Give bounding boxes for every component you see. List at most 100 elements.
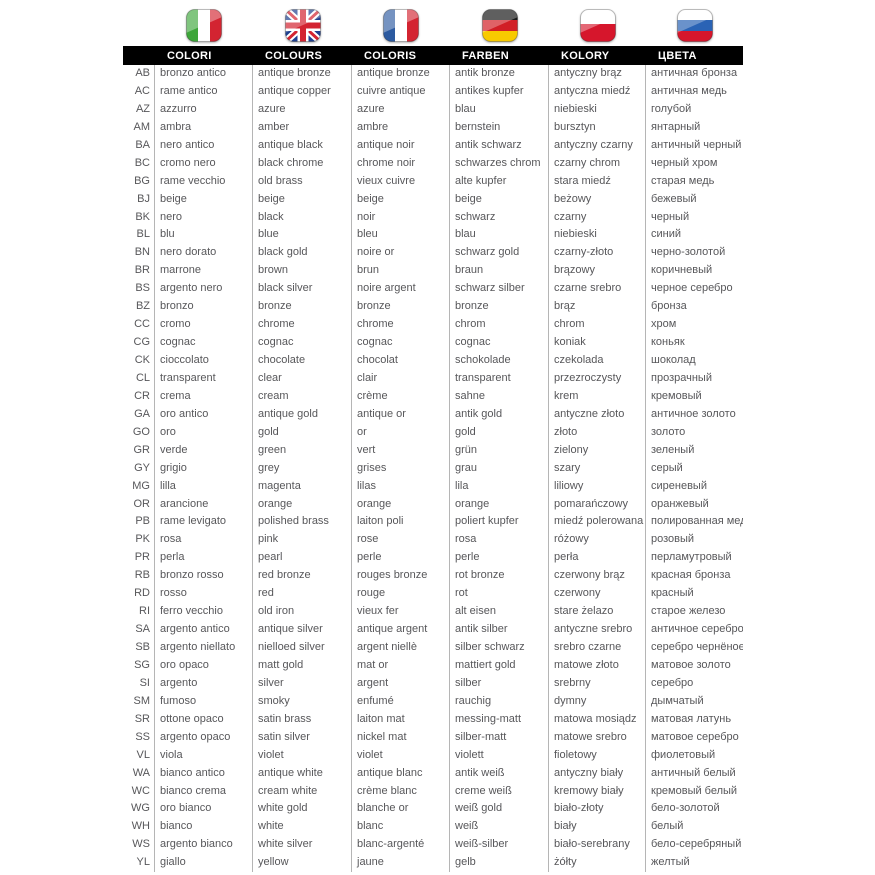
color-name-polish: niebieski bbox=[549, 100, 646, 119]
color-name-russian: античное серебро bbox=[651, 623, 743, 636]
table-row: GO oro gold or gold złoto золото bbox=[123, 423, 743, 442]
color-name-polish: dymny bbox=[549, 692, 646, 711]
color-name-english: brown bbox=[253, 262, 352, 281]
color-name-polish: antyczny brąz bbox=[549, 65, 646, 83]
color-name-polish: chrom bbox=[549, 316, 646, 335]
color-name-italian: argento niellato bbox=[155, 639, 253, 657]
table-row: CG cognac cognac cognac cognac koniak ко… bbox=[123, 334, 743, 352]
color-name-german: antik weiß bbox=[450, 764, 549, 783]
color-name-italian: oro antico bbox=[155, 405, 253, 424]
color-name-english: chrome bbox=[253, 316, 352, 335]
color-name-italian: oro opaco bbox=[155, 656, 253, 675]
color-code: BC bbox=[123, 154, 155, 173]
table-row: YL giallo yellow jaune gelb żółty желтый bbox=[123, 854, 743, 873]
color-name-italian: azzurro bbox=[155, 100, 253, 119]
color-name-french: jaune bbox=[352, 854, 450, 873]
color-table: COLORI COLOURS COLORIS FARBEN KOLORY ЦВЕ… bbox=[123, 7, 743, 873]
color-name-french: laiton mat bbox=[352, 710, 450, 729]
color-name-italian: rosso bbox=[155, 585, 253, 604]
color-name-french: ambre bbox=[352, 118, 450, 137]
color-name-italian: nero antico bbox=[155, 136, 253, 155]
color-code: VL bbox=[123, 746, 155, 765]
color-name-french: rose bbox=[352, 531, 450, 550]
color-name-italian: bronzo rosso bbox=[155, 567, 253, 586]
color-name-russian: золото bbox=[651, 425, 686, 438]
color-name-italian: cromo nero bbox=[155, 154, 253, 173]
color-name-german: weiß-silber bbox=[450, 836, 549, 855]
color-name-english: cream white bbox=[253, 782, 352, 801]
color-name-english: gold bbox=[253, 423, 352, 442]
table-row: BG rame vecchio old brass vieux cuivre a… bbox=[123, 172, 743, 191]
color-name-italian: argento nero bbox=[155, 280, 253, 299]
color-name-german: schwarz gold bbox=[450, 244, 549, 263]
color-name-polish: krem bbox=[549, 387, 646, 406]
color-name-english: cognac bbox=[253, 334, 352, 352]
uk-flag-icon bbox=[253, 9, 352, 42]
table-row: BL blu blue bleu blau niebieski синий bbox=[123, 226, 743, 245]
color-name-polish: czerwony bbox=[549, 585, 646, 604]
color-name-polish: antyczne złoto bbox=[549, 405, 646, 424]
color-name-italian: fumoso bbox=[155, 692, 253, 711]
color-code: SM bbox=[123, 692, 155, 711]
color-name-russian: черное серебро bbox=[651, 282, 733, 295]
color-name-russian: старая медь bbox=[651, 174, 715, 187]
color-name-polish: matowe srebro bbox=[549, 728, 646, 747]
color-name-german: cognac bbox=[450, 334, 549, 352]
color-code: SG bbox=[123, 656, 155, 675]
header-coloris: COLORIS bbox=[364, 49, 417, 62]
table-row: AB bronzo antico antique bronze antique … bbox=[123, 65, 743, 83]
color-name-russian: сиреневый bbox=[651, 479, 707, 492]
color-name-italian: grigio bbox=[155, 459, 253, 478]
color-name-russian: красная бронза bbox=[651, 569, 731, 582]
color-name-english: pink bbox=[253, 531, 352, 550]
color-name-german: antikes kupfer bbox=[450, 82, 549, 101]
color-name-german: antik silber bbox=[450, 621, 549, 639]
color-name-polish: srebrny bbox=[549, 674, 646, 693]
color-code: PK bbox=[123, 531, 155, 550]
color-name-russian: прозрачный bbox=[651, 371, 712, 384]
header-colori: COLORI bbox=[167, 49, 212, 62]
color-name-french: vert bbox=[352, 441, 450, 460]
color-name-italian: verde bbox=[155, 441, 253, 460]
color-name-german: transparent bbox=[450, 369, 549, 388]
color-name-russian: желтый bbox=[651, 856, 690, 869]
table-row: AM ambra amber ambre bernstein bursztyn … bbox=[123, 118, 743, 137]
color-name-italian: rosa bbox=[155, 531, 253, 550]
color-name-russian: янтарный bbox=[651, 120, 701, 133]
color-code: SS bbox=[123, 728, 155, 747]
color-name-russian: коричневый bbox=[651, 264, 713, 277]
color-name-polish: koniak bbox=[549, 334, 646, 352]
color-name-russian: античная медь bbox=[651, 84, 727, 97]
table-row: RB bronzo rosso red bronze rouges bronze… bbox=[123, 567, 743, 586]
color-name-italian: bronzo bbox=[155, 298, 253, 317]
color-name-english: old brass bbox=[253, 172, 352, 191]
color-code: CG bbox=[123, 334, 155, 352]
color-name-italian: transparent bbox=[155, 369, 253, 388]
table-row: OR arancione orange orange orange pomara… bbox=[123, 495, 743, 514]
color-code: WC bbox=[123, 782, 155, 801]
flags-row bbox=[123, 7, 743, 44]
color-name-russian: черный хром bbox=[651, 156, 718, 169]
color-name-italian: oro bbox=[155, 423, 253, 442]
color-name-french: cuivre antique bbox=[352, 82, 450, 101]
color-name-french: crème bbox=[352, 387, 450, 406]
color-name-polish: czerwony brąz bbox=[549, 567, 646, 586]
color-code: AZ bbox=[123, 100, 155, 119]
color-name-french: perle bbox=[352, 549, 450, 568]
color-name-german: grau bbox=[450, 459, 549, 478]
color-name-german: blau bbox=[450, 226, 549, 245]
table-row: GR verde green vert grün zielony зеленый bbox=[123, 441, 743, 460]
color-name-english: violet bbox=[253, 746, 352, 765]
table-row: GY grigio grey grises grau szary серый bbox=[123, 459, 743, 478]
table-row: CR crema cream crème sahne krem кремовый bbox=[123, 387, 743, 406]
color-code: OR bbox=[123, 495, 155, 514]
color-name-french: bronze bbox=[352, 298, 450, 317]
table-row: PB rame levigato polished brass laiton p… bbox=[123, 513, 743, 532]
color-name-english: polished brass bbox=[253, 513, 352, 532]
header-farben: FARBEN bbox=[462, 49, 510, 62]
color-name-english: white gold bbox=[253, 800, 352, 819]
color-name-polish: szary bbox=[549, 459, 646, 478]
color-code: WG bbox=[123, 800, 155, 819]
color-name-polish: czarne srebro bbox=[549, 280, 646, 299]
color-code: BN bbox=[123, 244, 155, 263]
